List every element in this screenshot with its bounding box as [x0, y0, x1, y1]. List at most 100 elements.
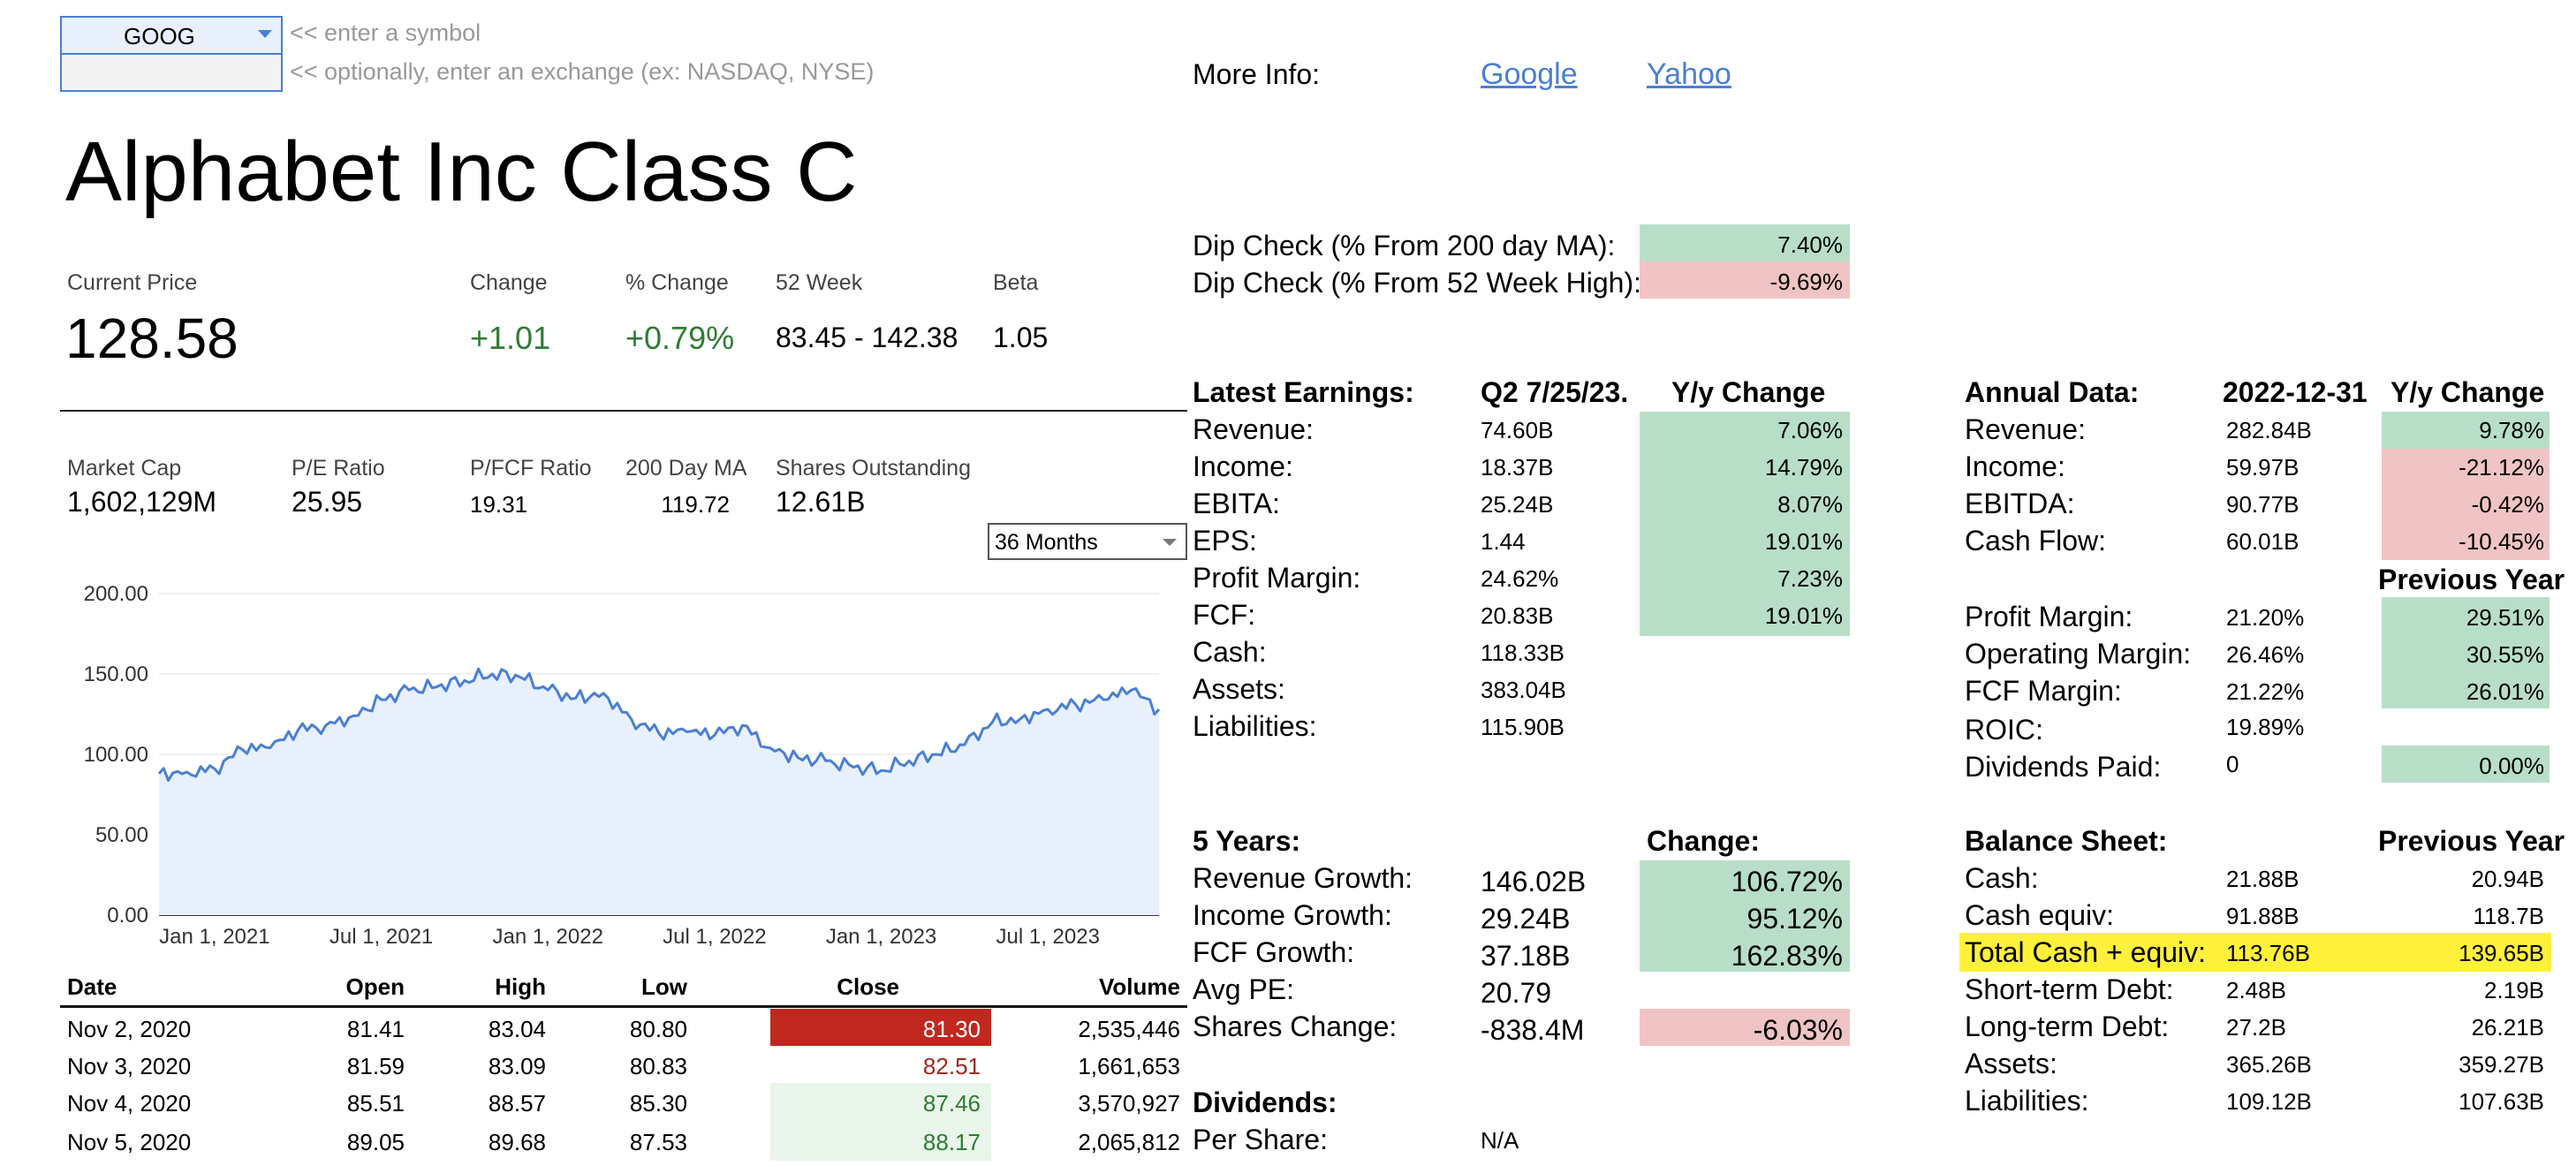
balance-prev: 2.19B	[2484, 977, 2544, 1003]
balance-value: 113.76B	[2226, 940, 2310, 966]
balance-label: Assets:	[1965, 1048, 2057, 1079]
y-tick-label: 150.00	[84, 662, 148, 686]
margin-label: Dividends Paid:	[1965, 751, 2162, 783]
balance-label: Total Cash + equiv:	[1965, 936, 2207, 968]
five-years-value: 37.18B	[1481, 940, 1571, 972]
dividends-title: Dividends:	[1193, 1086, 1337, 1118]
week52-value: 83.45 - 142.38	[776, 322, 958, 353]
five-years-change-label: Change:	[1647, 825, 1760, 857]
previous-year-label: Previous Year	[2378, 564, 2565, 595]
annual-label: Revenue:	[1965, 413, 2086, 445]
latest-label: Profit Margin:	[1193, 562, 1361, 594]
price-chart: 200.00 150.00 100.00 50.00 0.00 Jan 1, 2021 Ju…	[84, 582, 1161, 949]
cell-volume: 1,661,653	[1078, 1053, 1180, 1079]
annual-change-bg	[2382, 449, 2549, 560]
annual-change-bg	[2382, 412, 2549, 449]
annual-change: 9.78%	[2479, 417, 2544, 443]
margin-change: 30.55%	[2466, 641, 2544, 668]
five-years-change: -6.03%	[1753, 1014, 1843, 1046]
cell-volume: 2,535,446	[1078, 1016, 1180, 1042]
cell-high: 89.68	[488, 1129, 546, 1155]
cell-date: Nov 2, 2020	[67, 1016, 192, 1042]
five-years-label: FCF Growth:	[1193, 936, 1355, 968]
col-header-close: Close	[837, 973, 899, 1000]
cell-date: Nov 3, 2020	[67, 1053, 192, 1079]
latest-value: 118.33B	[1481, 640, 1565, 666]
balance-label: Liabilities:	[1965, 1085, 2089, 1117]
latest-value: 115.90B	[1481, 714, 1565, 740]
latest-value: 74.60B	[1481, 417, 1554, 443]
annual-label: Income:	[1965, 450, 2065, 482]
balance-value: 109.12B	[2226, 1088, 2312, 1115]
five-years-change: 106.72%	[1731, 866, 1843, 897]
annual-change: -0.42%	[2471, 491, 2544, 518]
more-info-label: More Info:	[1193, 58, 1321, 90]
balance-label: Cash:	[1965, 862, 2039, 894]
five-years-label: Revenue Growth:	[1193, 862, 1413, 894]
divider	[60, 410, 1187, 412]
pe-value: 25.95	[292, 486, 363, 518]
google-link[interactable]: Google	[1481, 57, 1578, 91]
margin-change: 26.01%	[2466, 678, 2544, 705]
exchange-input[interactable]	[60, 55, 283, 92]
latest-label: Revenue:	[1193, 413, 1314, 445]
y-tick-label: 200.00	[84, 582, 148, 606]
col-header-low: Low	[641, 973, 687, 1000]
latest-earnings-yy-label: Y/y Change	[1671, 376, 1826, 408]
dip-ma-label: Dip Check (% From 200 day MA):	[1193, 230, 1616, 261]
latest-value: 383.04B	[1481, 677, 1566, 703]
range-select[interactable]: 36 Months	[988, 523, 1187, 560]
margin-value: 19.89%	[2226, 714, 2305, 740]
pct-change-value: +0.79%	[625, 320, 735, 356]
latest-label: Liabilities:	[1193, 710, 1317, 742]
latest-value: 24.62%	[1481, 565, 1559, 592]
balance-title: Balance Sheet:	[1965, 825, 2168, 857]
change-value: +1.01	[470, 320, 551, 356]
annual-value: 282.84B	[2226, 417, 2312, 443]
margin-label: Profit Margin:	[1965, 601, 2133, 632]
shares-change-bg	[1640, 1009, 1850, 1046]
annual-title: Annual Data:	[1965, 376, 2140, 408]
latest-earnings-title: Latest Earnings:	[1193, 376, 1414, 408]
cell-volume: 3,570,927	[1078, 1090, 1180, 1117]
balance-value: 91.88B	[2226, 903, 2299, 929]
pfcf-value: 19.31	[470, 491, 528, 518]
current-price: 128.58	[65, 307, 239, 370]
latest-value: 20.83B	[1481, 602, 1554, 629]
cell-volume: 2,065,812	[1078, 1129, 1180, 1155]
cell-low: 80.80	[629, 1016, 687, 1042]
five-years-label: Income Growth:	[1193, 899, 1392, 931]
balance-label: Long-term Debt:	[1965, 1011, 2170, 1042]
latest-change: 8.07%	[1777, 491, 1843, 518]
current-price-label: Current Price	[67, 270, 198, 295]
close-cell-highlight	[770, 1009, 991, 1046]
balance-prev: 359.27B	[2459, 1051, 2544, 1078]
latest-value: 1.44	[1481, 528, 1526, 555]
balance-value: 27.2B	[2226, 1014, 2286, 1041]
cell-open: 81.59	[346, 1053, 405, 1079]
table-row: Nov 3, 2020 81.59 83.09 80.83 82.51 1,66…	[60, 1046, 1187, 1083]
table-header-divider	[60, 1005, 1187, 1008]
balance-value: 21.88B	[2226, 866, 2299, 892]
cell-date: Nov 5, 2020	[67, 1129, 192, 1155]
latest-change: 7.23%	[1777, 565, 1843, 592]
yahoo-link[interactable]: Yahoo	[1647, 57, 1731, 91]
five-years-label: Avg PE:	[1193, 973, 1295, 1005]
five-years-change: 95.12%	[1746, 903, 1843, 935]
latest-label: EBITA:	[1193, 488, 1280, 519]
cell-high: 83.04	[488, 1016, 546, 1042]
market-cap-label: Market Cap	[67, 456, 182, 481]
cell-close: 82.51	[922, 1053, 981, 1079]
chart-area-fill	[159, 669, 1159, 915]
price-table: Date Open High Low Close Volume Nov 2, 2…	[60, 968, 1187, 1166]
balance-prev: 26.21B	[2471, 1014, 2544, 1041]
symbol-input[interactable]: GOOG	[60, 16, 283, 55]
five-years-title: 5 Years:	[1193, 825, 1301, 857]
symbol-value: GOOG	[124, 23, 195, 49]
balance-value: 2.48B	[2226, 977, 2286, 1003]
shares-label: Shares Outstanding	[776, 456, 971, 481]
margin-value: 0	[2226, 751, 2239, 777]
exchange-hint: << optionally, enter an exchange (ex: NA…	[290, 58, 875, 85]
cell-high: 88.57	[488, 1090, 546, 1117]
balance-prev: 20.94B	[2471, 866, 2544, 892]
